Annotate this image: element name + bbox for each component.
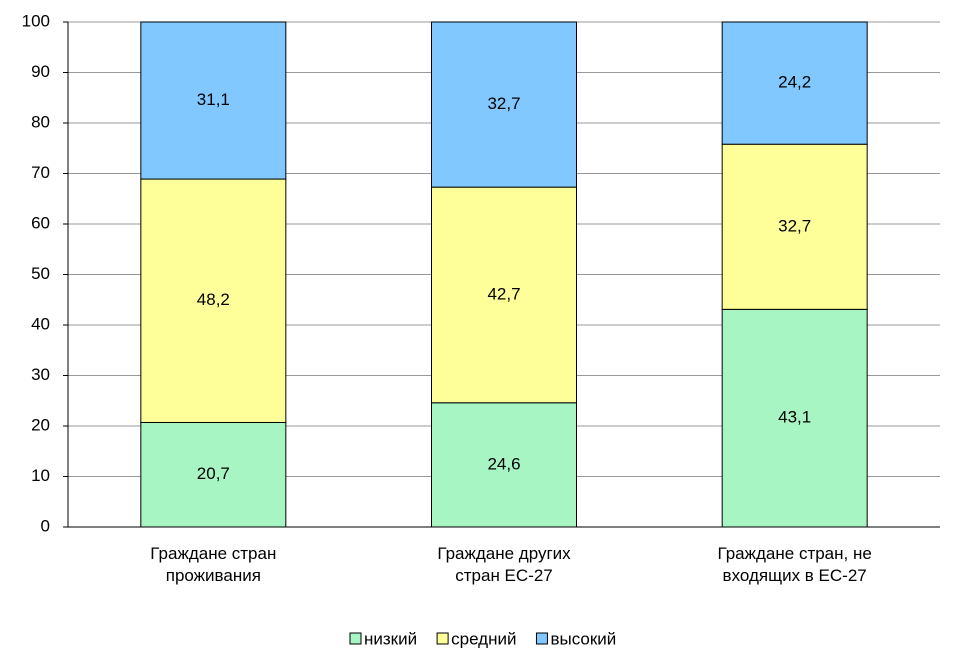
data-label: 24,6 — [487, 454, 520, 473]
y-tick-label: 30 — [31, 365, 50, 384]
legend-swatch — [535, 632, 548, 645]
y-tick-label: 60 — [31, 213, 50, 232]
legend-swatch — [436, 632, 449, 645]
bar-segment — [721, 143, 868, 310]
x-tick-label: Граждане стран, не входящих в ЕС-27 — [717, 544, 872, 585]
data-label: 42,7 — [487, 284, 520, 303]
bar-segment — [431, 21, 577, 188]
y-tick-label: 70 — [31, 163, 50, 182]
bar-segment — [721, 308, 868, 528]
data-label: 48,2 — [197, 290, 230, 309]
bar-segment — [140, 21, 287, 180]
bar-segment — [721, 21, 868, 145]
y-tick-label: 40 — [31, 314, 50, 333]
y-tick-label: 90 — [31, 62, 50, 81]
x-tick-label: Граждане стран проживания — [150, 544, 277, 585]
bar-segment — [431, 402, 577, 528]
bar-segment — [140, 178, 287, 423]
y-tick-label: 80 — [31, 112, 50, 131]
data-label: 32,7 — [487, 94, 520, 113]
data-label: 32,7 — [778, 216, 811, 235]
x-tick-label: Граждане других стран ЕС-27 — [437, 544, 571, 585]
data-label: 31,1 — [197, 90, 230, 109]
y-tick-label: 0 — [41, 516, 50, 535]
legend-label: высокий — [550, 629, 616, 648]
data-label: 20,7 — [197, 464, 230, 483]
y-tick-label: 50 — [31, 264, 50, 283]
y-tick-label: 20 — [31, 415, 50, 434]
legend-label: средний — [451, 629, 516, 648]
legend-swatch — [349, 632, 362, 645]
bar-segment — [431, 186, 577, 404]
data-label: 43,1 — [778, 408, 811, 427]
y-tick-label: 10 — [31, 466, 50, 485]
legend-label: низкий — [364, 629, 417, 648]
y-tick-label: 100 — [22, 11, 50, 30]
data-label: 24,2 — [778, 73, 811, 92]
